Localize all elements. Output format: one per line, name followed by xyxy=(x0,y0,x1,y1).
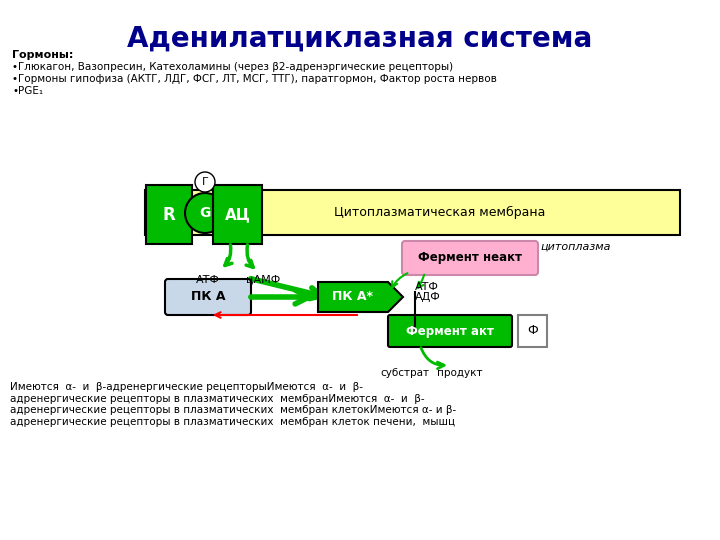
Text: •Гормоны гипофиза (АКТГ, ЛДГ, ФСГ, ЛТ, МСГ, ТТГ), паратгормон, Фактор роста нерв: •Гормоны гипофиза (АКТГ, ЛДГ, ФСГ, ЛТ, М… xyxy=(12,74,497,84)
FancyArrowPatch shape xyxy=(251,279,321,299)
Text: •PGE₁: •PGE₁ xyxy=(12,86,43,96)
FancyArrowPatch shape xyxy=(421,348,444,369)
Text: ПК А*: ПК А* xyxy=(333,291,374,303)
Text: ПК А: ПК А xyxy=(191,291,225,303)
Text: АТФ: АТФ xyxy=(415,282,439,292)
Text: субстрат: субстрат xyxy=(380,368,430,378)
Text: АТФ: АТФ xyxy=(196,275,220,285)
Text: Цитоплазматическая мембрана: Цитоплазматическая мембрана xyxy=(333,206,545,219)
FancyBboxPatch shape xyxy=(165,279,251,315)
FancyBboxPatch shape xyxy=(145,190,680,235)
Text: R: R xyxy=(163,206,176,224)
Text: продукт: продукт xyxy=(437,368,482,378)
FancyBboxPatch shape xyxy=(518,315,547,347)
Text: Ф: Ф xyxy=(527,325,538,338)
FancyBboxPatch shape xyxy=(213,185,262,244)
Circle shape xyxy=(195,172,215,192)
FancyArrowPatch shape xyxy=(246,245,253,267)
FancyArrowPatch shape xyxy=(215,312,357,318)
Polygon shape xyxy=(318,282,403,312)
FancyBboxPatch shape xyxy=(146,185,192,244)
Text: Аденилатциклазная система: Аденилатциклазная система xyxy=(127,25,593,53)
Circle shape xyxy=(185,193,225,233)
Text: Гормоны:: Гормоны: xyxy=(12,50,73,60)
Text: Фермент акт: Фермент акт xyxy=(406,325,494,338)
Text: Г: Г xyxy=(202,177,208,187)
Text: G: G xyxy=(199,206,211,220)
Text: АЦ: АЦ xyxy=(225,207,251,222)
FancyBboxPatch shape xyxy=(388,315,512,347)
Text: •Глюкагон, Вазопресин, Катехоламины (через β2-адренэргические рецепторы): •Глюкагон, Вазопресин, Катехоламины (чер… xyxy=(12,62,453,72)
FancyArrowPatch shape xyxy=(392,273,408,287)
FancyBboxPatch shape xyxy=(402,241,538,275)
FancyArrowPatch shape xyxy=(418,275,424,288)
FancyArrowPatch shape xyxy=(225,245,232,266)
Text: АДФ: АДФ xyxy=(415,292,441,302)
Text: цАМФ: цАМФ xyxy=(246,275,280,285)
Text: Имеются  α-  и  β-адренергические рецепторыИмеются  α-  и  β-
адренергические ре: Имеются α- и β-адренергические рецепторы… xyxy=(10,382,456,427)
FancyArrowPatch shape xyxy=(251,290,309,304)
Text: цитоплазма: цитоплазма xyxy=(540,242,611,252)
Text: Фермент неакт: Фермент неакт xyxy=(418,252,522,265)
